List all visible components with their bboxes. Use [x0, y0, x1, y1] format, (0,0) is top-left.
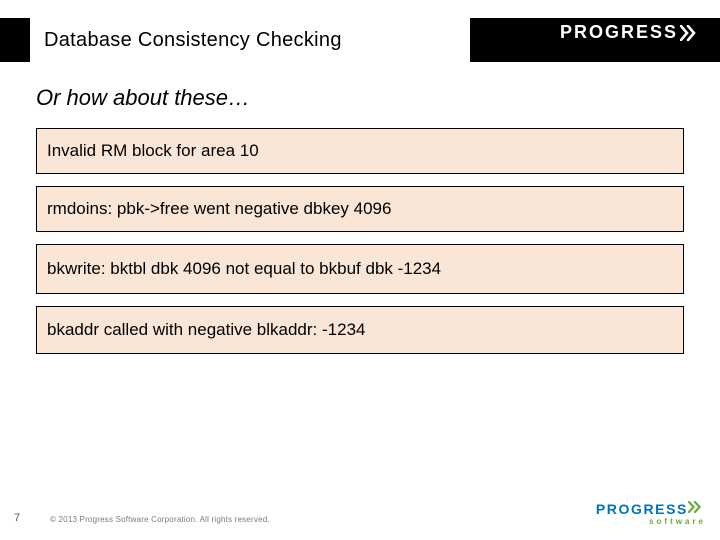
logo-bottom-row: PROGRESS [596, 501, 706, 517]
message-row: Invalid RM block for area 10 [36, 128, 684, 174]
message-row: bkwrite: bktbl dbk 4096 not equal to bkb… [36, 244, 684, 294]
message-row: bkaddr called with negative blkaddr: -12… [36, 306, 684, 354]
subtitle: Or how about these… [36, 85, 250, 111]
message-text: rmdoins: pbk->free went negative dbkey 4… [47, 199, 391, 219]
message-text: Invalid RM block for area 10 [47, 141, 259, 161]
page-title: Database Consistency Checking [44, 29, 342, 52]
logo-top: PROGRESS [560, 22, 702, 43]
message-row: rmdoins: pbk->free went negative dbkey 4… [36, 186, 684, 232]
message-text: bkaddr called with negative blkaddr: -12… [47, 320, 365, 340]
logo-bottom: PROGRESS software [596, 501, 706, 526]
copyright: © 2013 Progress Software Corporation. Al… [50, 515, 270, 524]
logo-top-text: PROGRESS [560, 22, 678, 43]
slide: Database Consistency Checking PROGRESS O… [0, 0, 720, 540]
footer: 7 © 2013 Progress Software Corporation. … [0, 504, 720, 532]
header-title-wrap: Database Consistency Checking [30, 18, 470, 62]
logo-bottom-text: PROGRESS [596, 502, 688, 516]
chevron-icon [688, 501, 706, 517]
logo-bottom-subtext: software [649, 518, 706, 526]
chevron-icon [680, 25, 702, 41]
page-number: 7 [14, 512, 20, 524]
message-text: bkwrite: bktbl dbk 4096 not equal to bkb… [47, 259, 441, 279]
